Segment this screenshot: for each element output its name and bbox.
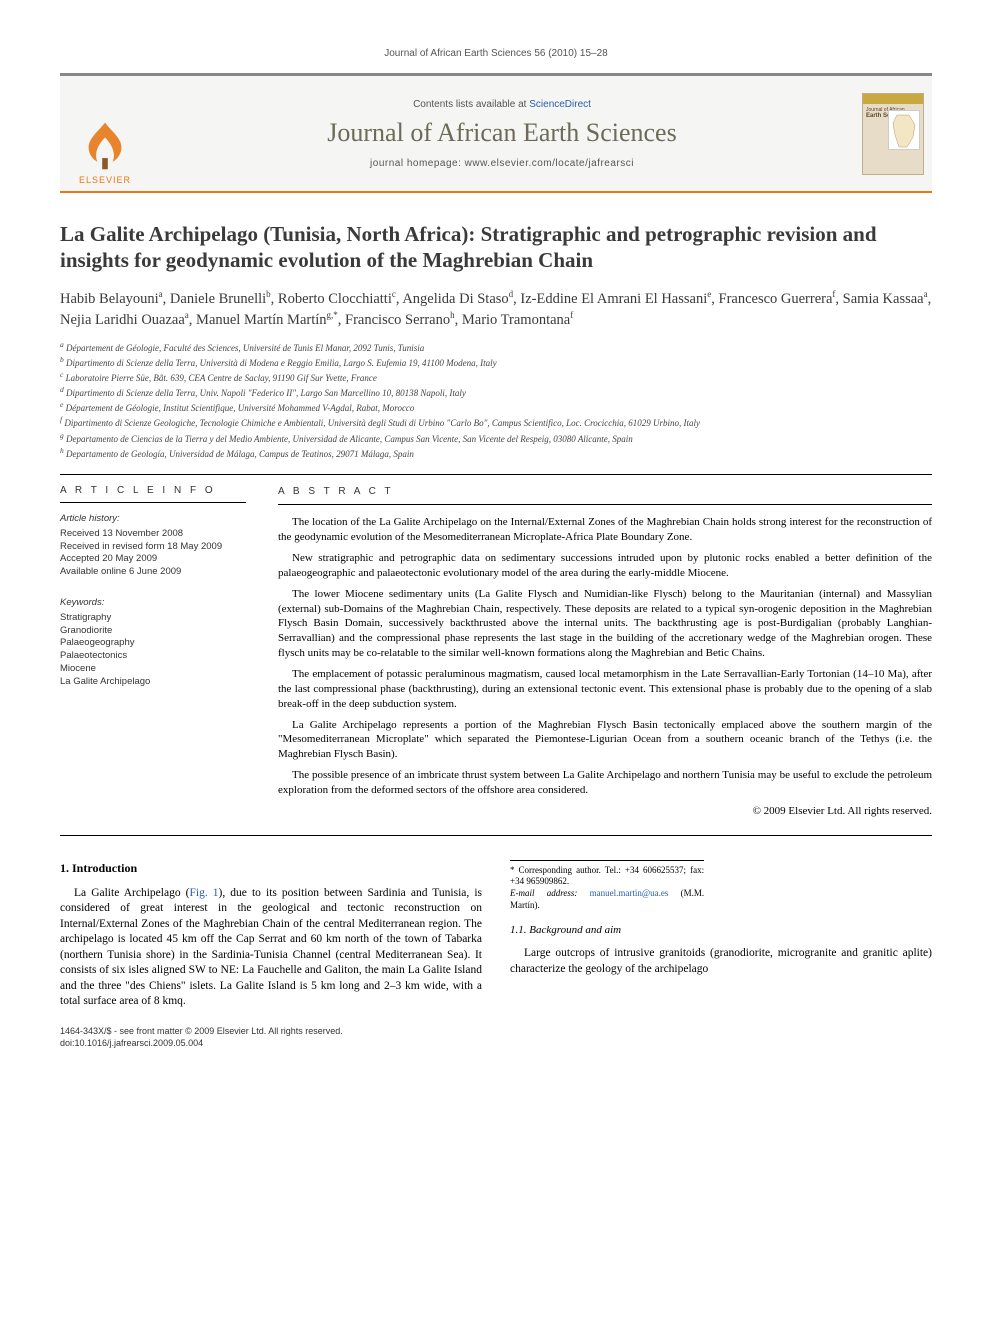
history-item: Received 13 November 2008 [60, 528, 246, 541]
abstract-paragraph: The emplacement of potassic peraluminous… [278, 667, 932, 712]
history-item: Received in revised form 18 May 2009 [60, 541, 246, 554]
abstract-paragraph: The possible presence of an imbricate th… [278, 768, 932, 798]
contents-prefix: Contents lists available at [413, 99, 529, 110]
keyword-item: Granodiorite [60, 625, 246, 638]
article-info-heading: A R T I C L E I N F O [60, 485, 246, 503]
article-title: La Galite Archipelago (Tunisia, North Af… [60, 221, 932, 274]
body-text: ), due to its position between Sardinia … [60, 887, 482, 1008]
abstract-paragraph: The location of the La Galite Archipelag… [278, 515, 932, 545]
homepage-url[interactable]: www.elsevier.com/locate/jafrearsci [465, 158, 634, 169]
history-item: Available online 6 June 2009 [60, 566, 246, 579]
abstract-copyright: © 2009 Elsevier Ltd. All rights reserved… [278, 804, 932, 819]
abstract-paragraph: La Galite Archipelago represents a porti… [278, 718, 932, 763]
abstract-block: A B S T R A C T The location of the La G… [260, 475, 932, 835]
affiliation-list: a Département de Géologie, Faculté des S… [60, 340, 932, 460]
history-item: Accepted 20 May 2009 [60, 553, 246, 566]
affiliation-item: h Departamento de Geología, Universidad … [60, 446, 932, 460]
corresponding-author-note: * Corresponding author. Tel.: +34 606625… [510, 865, 704, 888]
figure-1-reference-link[interactable]: Fig. 1 [189, 887, 218, 899]
abstract-paragraph: The lower Miocene sedimentary units (La … [278, 587, 932, 661]
page-footer: 1464-343X/$ - see front matter © 2009 El… [60, 1026, 932, 1049]
abstract-paragraph: New stratigraphic and petrographic data … [278, 551, 932, 581]
corresponding-email-link[interactable]: manuel.martin@ua.es [590, 888, 669, 898]
author-list: Habib Belayounia, Daniele Brunellib, Rob… [60, 288, 932, 330]
section-1-heading: 1. Introduction [60, 860, 482, 876]
doi-line: doi:10.1016/j.jafrearsci.2009.05.004 [60, 1038, 932, 1050]
footnotes-block: * Corresponding author. Tel.: +34 606625… [510, 860, 704, 912]
section-1-1-paragraph-1: Large outcrops of intrusive granitoids (… [510, 946, 932, 977]
affiliation-item: g Departamento de Ciencias de la Tierra … [60, 431, 932, 445]
running-header: Journal of African Earth Sciences 56 (20… [60, 48, 932, 59]
abstract-heading: A B S T R A C T [278, 485, 932, 506]
homepage-prefix: journal homepage: [370, 158, 465, 169]
affiliation-item: f Dipartimento di Scienze Geologiche, Te… [60, 415, 932, 429]
keywords-label: Keywords: [60, 597, 246, 610]
journal-homepage-line: journal homepage: www.elsevier.com/locat… [370, 158, 634, 169]
publisher-block: ELSEVIER [60, 76, 150, 191]
elsevier-tree-icon [77, 117, 133, 173]
affiliation-item: d Dipartimento di Scienze della Terra, U… [60, 385, 932, 399]
keyword-item: Palaeogeography [60, 637, 246, 650]
publisher-label: ELSEVIER [79, 175, 131, 185]
affiliation-item: a Département de Géologie, Faculté des S… [60, 340, 932, 354]
email-label: E-mail address: [510, 888, 590, 898]
section-1-1-heading: 1.1. Background and aim [510, 923, 932, 938]
contents-available-line: Contents lists available at ScienceDirec… [413, 99, 591, 110]
journal-masthead: ELSEVIER Contents lists available at Sci… [60, 73, 932, 193]
article-info-block: A R T I C L E I N F O Article history: R… [60, 475, 260, 835]
keyword-item: Miocene [60, 663, 246, 676]
article-body: 1. Introduction La Galite Archipelago (F… [60, 860, 932, 1010]
body-text: La Galite Archipelago ( [74, 887, 189, 899]
journal-cover-thumbnail: Journal of African Earth Sciences [862, 93, 924, 175]
section-1-paragraph-1: La Galite Archipelago (Fig. 1), due to i… [60, 886, 482, 1010]
keyword-item: Stratigraphy [60, 612, 246, 625]
article-history-label: Article history: [60, 513, 246, 526]
journal-name: Journal of African Earth Sciences [327, 118, 676, 148]
affiliation-item: e Département de Géologie, Institut Scie… [60, 400, 932, 414]
email-line: E-mail address: manuel.martin@ua.es (M.M… [510, 888, 704, 911]
front-matter-line: 1464-343X/$ - see front matter © 2009 El… [60, 1026, 932, 1038]
sciencedirect-link[interactable]: ScienceDirect [529, 99, 591, 110]
keyword-item: La Galite Archipelago [60, 676, 246, 689]
keyword-item: Palaeotectonics [60, 650, 246, 663]
affiliation-item: b Dipartimento di Scienze della Terra, U… [60, 355, 932, 369]
affiliation-item: c Laboratoire Pierre Süe, Bât. 639, CEA … [60, 370, 932, 384]
cover-map-icon [888, 110, 920, 150]
